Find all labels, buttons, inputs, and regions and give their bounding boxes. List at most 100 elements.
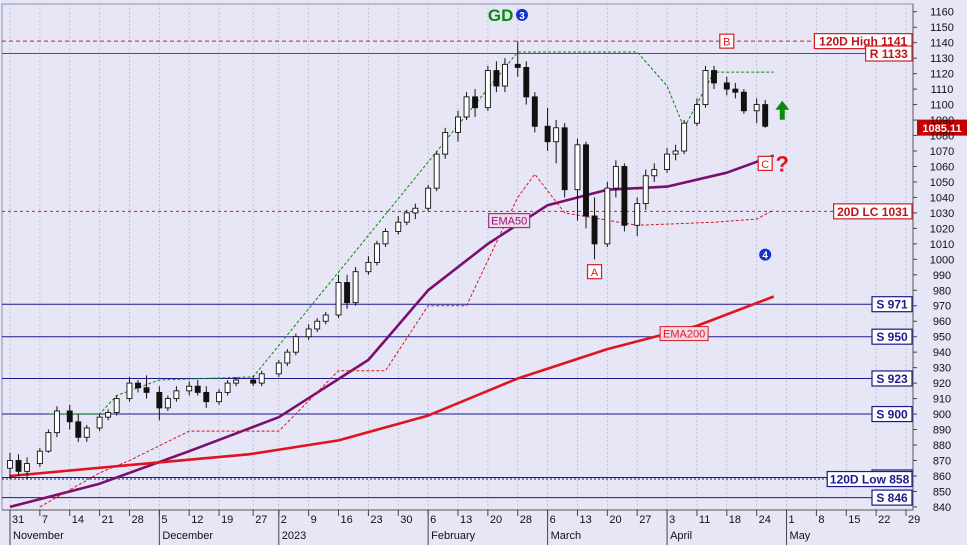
y-tick-label: 850 xyxy=(933,486,951,498)
candle-body xyxy=(186,385,193,392)
y-tick-label: 940 xyxy=(933,347,951,359)
marker-circle xyxy=(759,248,772,261)
candle-body xyxy=(335,282,342,316)
y-tick-label: 1150 xyxy=(930,22,954,34)
candle-body xyxy=(425,187,432,209)
candle-body xyxy=(194,385,201,393)
y-tick-label: 960 xyxy=(933,316,951,328)
candle-body xyxy=(711,70,717,84)
x-tick-label: 6 xyxy=(550,514,556,526)
current-price-box xyxy=(917,119,967,136)
candle-body xyxy=(96,416,103,429)
level-label: S 846 xyxy=(876,491,908,505)
y-tick-label: 900 xyxy=(933,409,951,421)
candle-body xyxy=(455,116,461,133)
marker-box xyxy=(719,33,735,49)
y-tick-label: 920 xyxy=(933,378,951,390)
candle-body xyxy=(723,82,730,90)
candle-body xyxy=(493,70,500,87)
x-tick-label: 8 xyxy=(818,514,824,526)
candle-body xyxy=(105,412,112,418)
candle-body xyxy=(382,231,389,245)
y-tick-label: 1070 xyxy=(930,146,954,158)
x-tick-label: 7 xyxy=(42,514,48,526)
level-label: 20D LC 1031 xyxy=(837,205,909,219)
x-tick-label: 16 xyxy=(341,514,353,526)
y-axis: 840 850 860 870 880 890 900 910 920 930 940 950 960 9… xyxy=(912,4,954,514)
candle-body xyxy=(305,328,312,338)
level-label: S 900 xyxy=(876,408,908,422)
line-ema50 xyxy=(9,154,775,509)
candle-body xyxy=(164,398,171,409)
x-tick-label: 15 xyxy=(848,514,860,526)
marker-box xyxy=(757,155,773,171)
candle-body xyxy=(395,221,402,232)
x-tick-label: 24 xyxy=(759,514,771,526)
candle-body xyxy=(66,410,73,423)
candle-body xyxy=(693,104,700,124)
level-label: 120D Low 858 xyxy=(830,473,910,487)
month-label: March xyxy=(551,530,582,542)
candle-body xyxy=(403,212,410,223)
candle-body xyxy=(75,421,82,438)
x-tick-label: 18 xyxy=(729,514,741,526)
candle-body xyxy=(433,153,440,189)
month-label: May xyxy=(790,530,811,542)
candle-body xyxy=(544,125,551,143)
x-tick-label: 3 xyxy=(669,514,675,526)
level-label: R 1133 xyxy=(870,47,908,61)
marker-box-label: B xyxy=(723,37,730,49)
month-label: December xyxy=(162,530,213,542)
candle-body xyxy=(514,63,521,68)
level-label-box xyxy=(871,328,913,345)
y-tick-label: 1160 xyxy=(930,7,954,19)
level-label: S 923 xyxy=(876,372,908,386)
y-tick-label: 1110 xyxy=(931,84,954,96)
candle-body xyxy=(412,207,419,214)
candle-body xyxy=(634,203,641,226)
candle-body xyxy=(126,382,133,400)
candle-body xyxy=(642,175,649,205)
candle-body xyxy=(203,391,210,403)
candle-body xyxy=(45,432,52,452)
x-tick-label: 28 xyxy=(520,514,532,526)
candle-body xyxy=(258,373,265,384)
y-tick-label: 880 xyxy=(933,440,951,452)
x-tick-label: 22 xyxy=(878,514,890,526)
y-tick-label: 860 xyxy=(933,471,951,483)
x-axis: 31 7 14 21 28 5 12 19 27 2 9 16 23 30 6 13 20 28 6 13 20 27 3 1… xyxy=(2,509,920,545)
x-tick-label: 27 xyxy=(255,514,267,526)
x-tick-label: 23 xyxy=(370,514,382,526)
x-tick-label: 14 xyxy=(72,514,84,526)
y-tick-label: 840 xyxy=(933,502,951,514)
x-tick-label: 20 xyxy=(609,514,621,526)
candle-body xyxy=(314,320,321,330)
candle-body xyxy=(7,460,13,469)
candle-body xyxy=(463,96,470,118)
level-label: 120D High 1141 xyxy=(819,35,907,49)
candle-body xyxy=(224,382,231,393)
line-label: EMA200 xyxy=(663,329,705,341)
candle-body xyxy=(373,243,380,263)
candle-body xyxy=(135,382,141,389)
candle-body xyxy=(621,166,628,226)
x-tick-label: 5 xyxy=(161,514,167,526)
y-tick-label: 950 xyxy=(933,332,951,344)
y-tick-label: 1020 xyxy=(930,223,954,235)
y-tick-label: 930 xyxy=(933,363,951,375)
marker-box-label: A xyxy=(591,267,599,279)
candle-body xyxy=(15,460,22,472)
candle-body xyxy=(156,391,163,409)
candle-body xyxy=(672,150,679,155)
candle-body xyxy=(484,70,491,109)
x-tick-label: 1 xyxy=(789,514,795,526)
candle-body xyxy=(604,187,611,245)
y-tick-label: 1050 xyxy=(930,177,954,189)
y-tick-label: 910 xyxy=(933,394,951,406)
level-label-box xyxy=(871,296,913,313)
candle-body xyxy=(762,104,769,127)
x-tick-label: 19 xyxy=(221,514,233,526)
candle-body xyxy=(275,362,282,375)
candle-body xyxy=(83,427,90,438)
